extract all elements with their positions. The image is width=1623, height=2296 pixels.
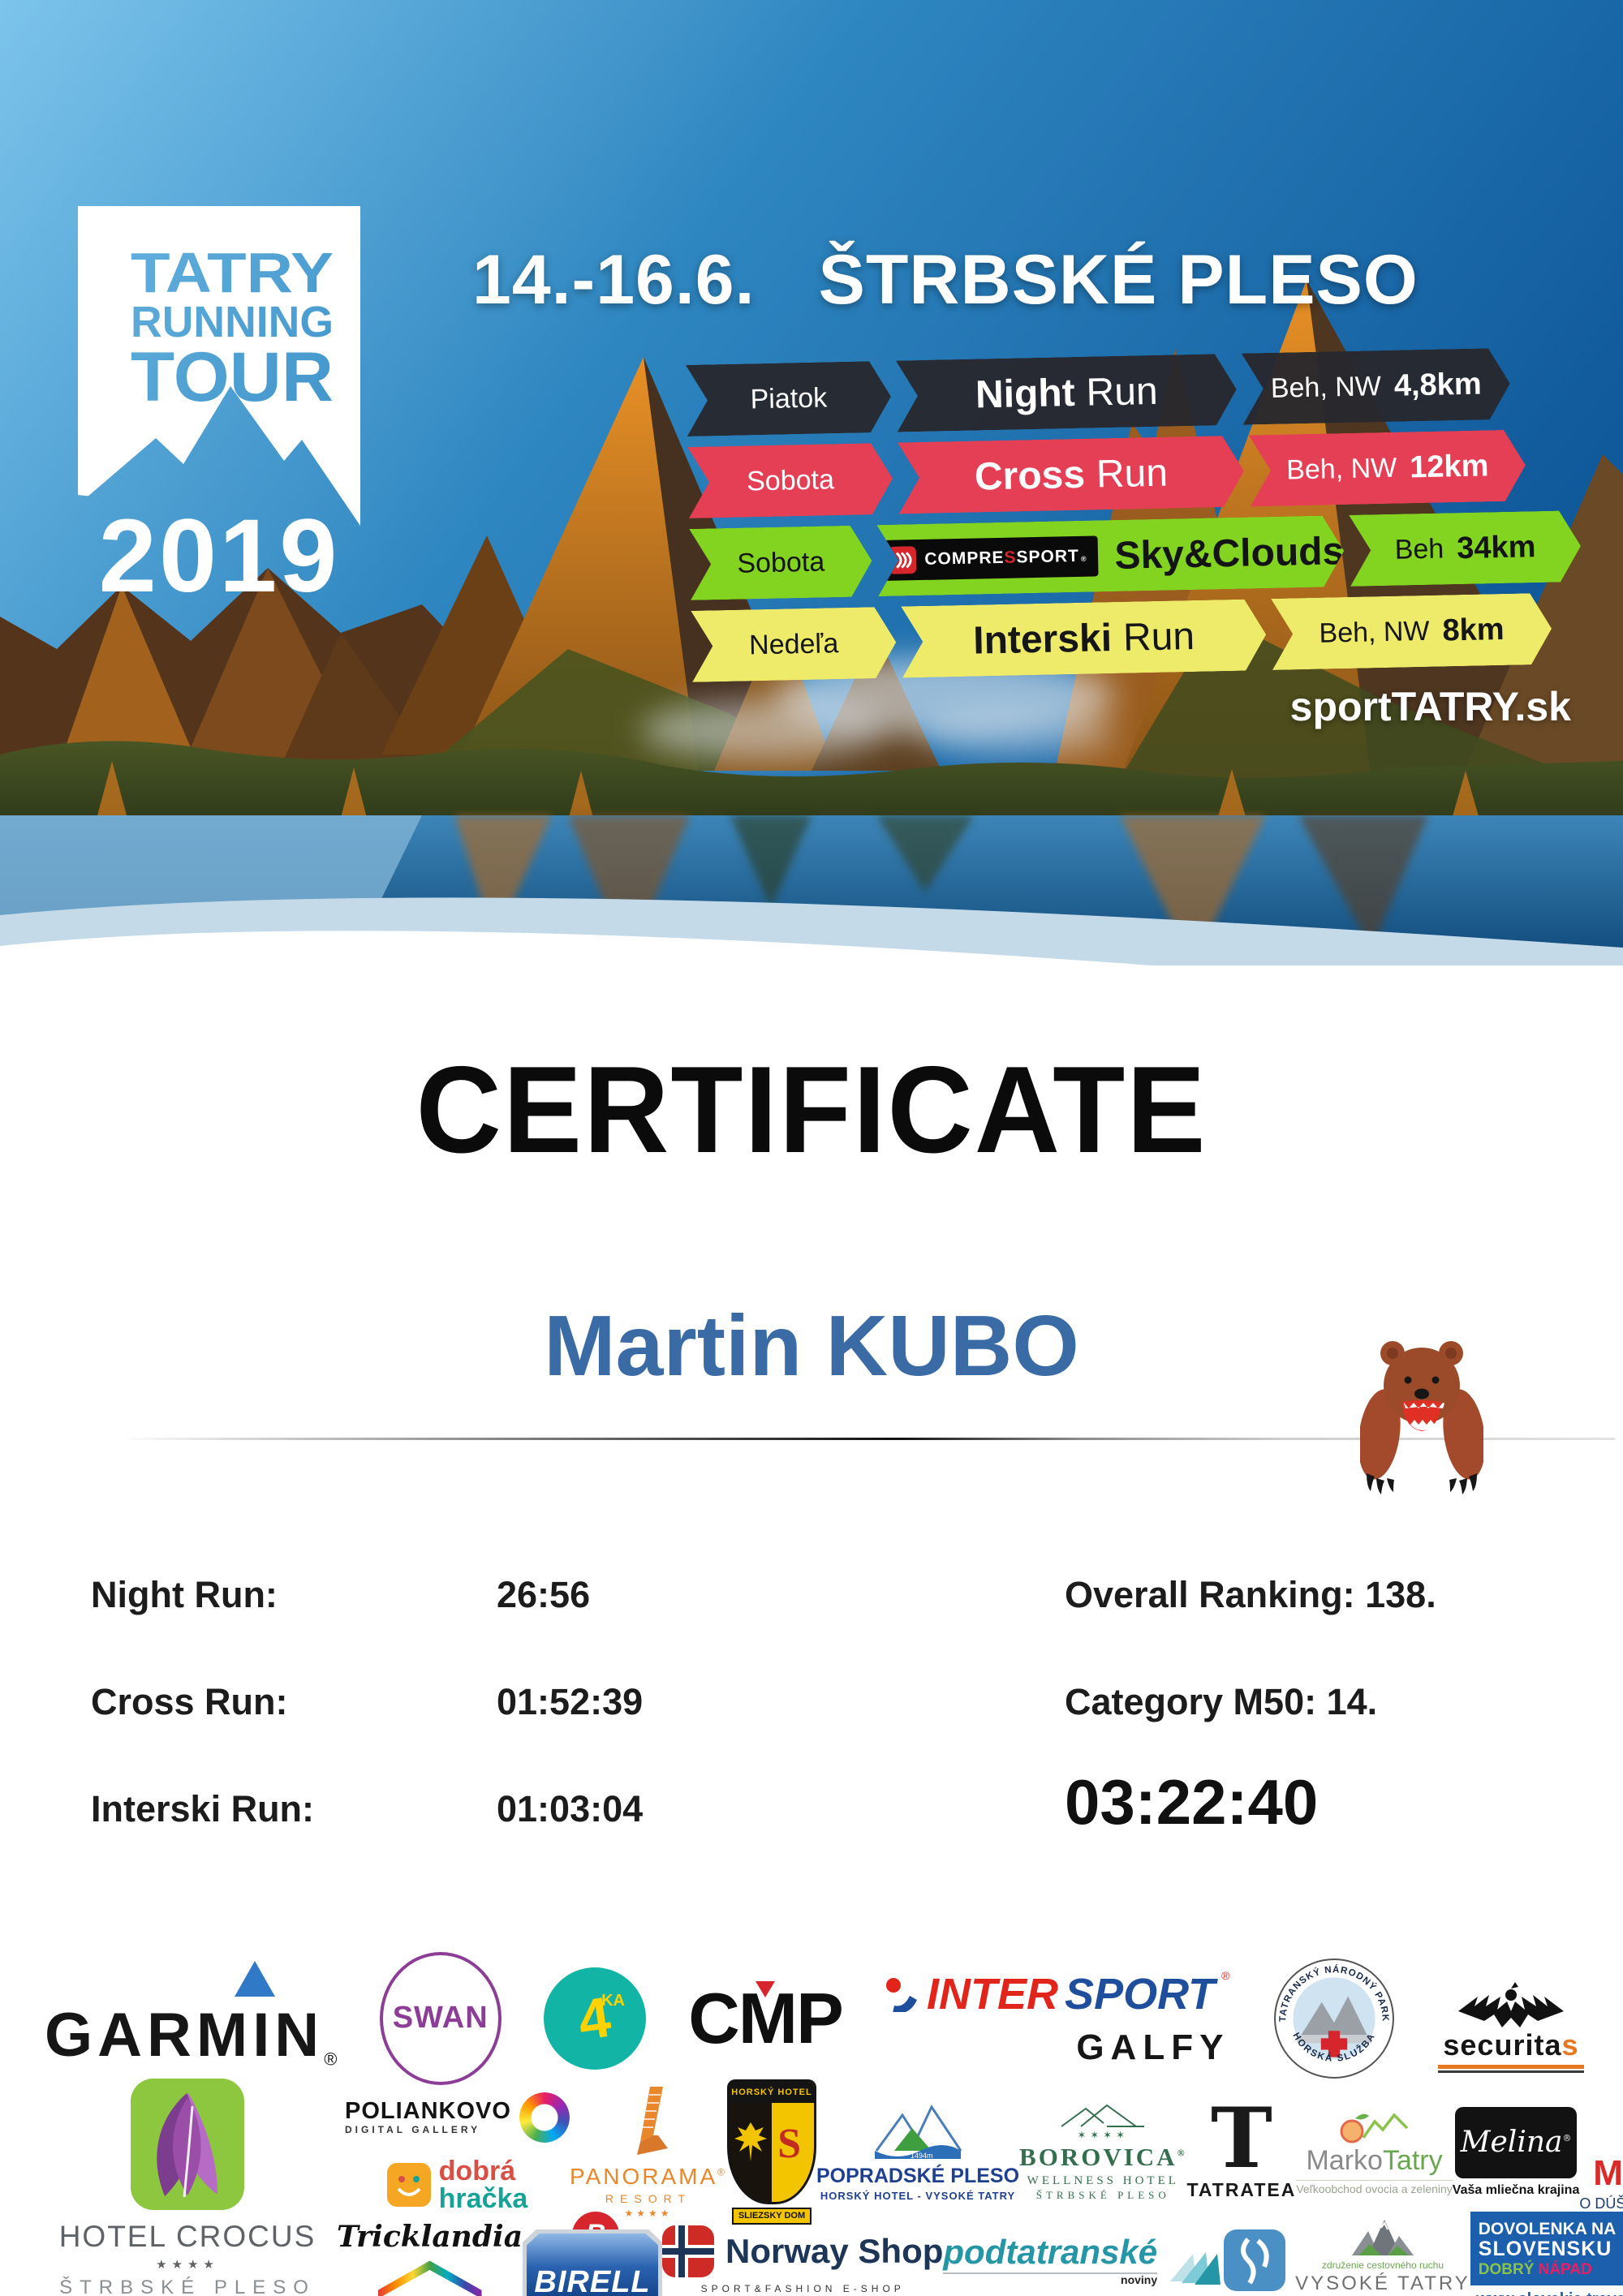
sponsor-row-2: POLIANKOVO DIGITAL GALLERY dobrá hračka: [345, 2077, 1623, 2227]
podtatranske-pages-icon: [1170, 2252, 1221, 2285]
result-label: Interski Run:: [91, 1788, 315, 1829]
sponsor-birell: B BIRELL: [523, 2208, 663, 2296]
sponsor-row-3: Tricklandia B BIRELL Norway Shop SPORT&F…: [337, 2208, 1623, 2296]
race-day: Sobota: [687, 443, 893, 518]
sponsor-tricklandia: Tricklandia: [337, 2221, 523, 2296]
result-value: 01:52:39: [497, 1681, 644, 1722]
tatry-running-tour-logo: [75, 204, 364, 529]
borovica-mountain-sketch-icon: [1061, 2105, 1145, 2128]
sponsor-slovakia-travel: DOVOLENKA NA SLOVENSKU DOBRÝ NÁPAD www.s…: [1470, 2211, 1623, 2296]
poliankovo-spiral-icon: [519, 2092, 570, 2143]
sponsor-sliezsky-dom: HORSKÝ HOTEL S SLIEZSKY DOM: [726, 2079, 816, 2225]
result-label: Night Run:: [91, 1574, 278, 1615]
popradske-mountains-icon: 1494m: [875, 2104, 962, 2160]
runner-name: Martin KUBO: [544, 1298, 1079, 1394]
intersport-icon: [886, 1978, 918, 2012]
event-website: sportTATRY.sk: [1289, 684, 1571, 729]
race-name: COMPRE S SPORT ® Sky&Clouds: [876, 515, 1345, 596]
sponsor-marko-tatry: Marko Tatry Veľkoobchod ovocia a zeleniny: [1296, 2109, 1453, 2196]
cmp-red-accent: [756, 1980, 775, 1997]
event-year: 2019: [98, 498, 340, 614]
race-day: Piatok: [686, 361, 892, 436]
sponsor-swan: SWAN: [379, 1952, 502, 2085]
compressport-logo: COMPRE S SPORT ®: [877, 535, 1099, 581]
event-location: ŠTRBSKÉ PLESO: [818, 241, 1419, 319]
sliezsky-dom-crest: HORSKÝ HOTEL S: [726, 2079, 816, 2205]
melina-black-box: Melina®: [1455, 2106, 1578, 2178]
sponsor-podtatranske-noviny: podtatranské noviny: [943, 2233, 1224, 2287]
race-detail: Beh, NW 4,8km: [1242, 348, 1511, 425]
race-day: Sobota: [689, 525, 872, 600]
sponsor-cmp: CMP: [688, 1977, 844, 2058]
slovakia-travel-blue-box: DOVOLENKA NA SLOVENSKU DOBRÝ NÁPAD: [1470, 2211, 1623, 2286]
divider-line: [120, 1438, 1615, 1440]
header-photo: TATRY RUNNING TOUR: [0, 0, 1623, 965]
sponsor-tatratea: T TATRATEA: [1186, 2089, 1297, 2201]
garmin-triangle-icon: [235, 1961, 276, 1997]
race-banners: Piatok Night Run Beh, NW 4,8km Sobota Cr…: [686, 346, 1583, 693]
category-ranking: Category M50: 14.: [1065, 1681, 1378, 1722]
sponsor-panorama-resort: PANORAMA® RESORT ★★★★: [570, 2085, 727, 2218]
sponsor-poliankovo-dobra-hracka: POLIANKOVO DIGITAL GALLERY dobrá hračka: [345, 2092, 570, 2212]
banner-interski-run: Nedeľa Interski Run Beh, NW 8km: [691, 593, 1552, 682]
result-value: 01:03:04: [497, 1788, 644, 1829]
race-name: Night Run: [896, 354, 1238, 432]
securitas-eagle-icon: [1457, 1982, 1564, 2028]
sponsor-tanap-badge: TATRANSKÝ NÁRODNÝ PARK HORSKÁ SLUŽBA: [1273, 1958, 1394, 2079]
sponsor-miticka: Mitická O DÚŠOK LEPŠÍ DEŇ: [1579, 2152, 1623, 2212]
sponsor-hotel-crocus: HOTEL CROCUS ★★★★ ŠTRBSKÉ PLESO: [47, 2079, 328, 2296]
crocus-flower-icon: [131, 2079, 244, 2210]
race-day: Nedeľa: [691, 607, 897, 682]
sponsor-galfy: GALFY: [1076, 2027, 1230, 2067]
sponsor-melina: Melina® Vaša mliečna krajina: [1453, 2106, 1579, 2198]
dobra-hracka-face-icon: [386, 2162, 431, 2207]
sponsor-behsk: [1224, 2229, 1295, 2291]
sponsor-popradske-pleso: 1494m POPRADSKÉ PLESO HORSKÝ HOTEL - VYS…: [816, 2102, 1019, 2203]
race-detail: Beh, NW 8km: [1271, 593, 1552, 670]
sponsor-norway-shop: Norway Shop SPORT&FASHION E-SHOP: [662, 2225, 943, 2294]
securitas-dark-bar: [1437, 2070, 1584, 2073]
securitas-orange-bar: [1437, 2064, 1584, 2069]
total-time: 03:22:40: [1065, 1766, 1319, 1838]
popradske-elevation: 1494m: [911, 2152, 933, 2160]
certificate-title: CERTIFICATE: [415, 1041, 1208, 1179]
tatratea-bottle-icon: T: [1210, 2089, 1272, 2187]
event-heading: 14.-16.6. ŠTRBSKÉ PLESO: [472, 240, 1419, 320]
panorama-tower-icon: [636, 2087, 668, 2156]
sponsor-dobra-hracka: dobrá hračka: [386, 2157, 527, 2212]
tricklandia-rainbow-ribbon-icon: [377, 2260, 482, 2296]
vysoke-tatry-mountains-icon: [1351, 2219, 1414, 2255]
banner-sky-and-clouds: Sobota COMPRE S SPORT ® Sky&Clouds: [689, 510, 1582, 600]
norway-flag-icon: [662, 2225, 715, 2277]
race-detail: Beh 34km: [1349, 510, 1582, 587]
crest-eagle-icon: [734, 2122, 767, 2162]
overall-ranking: Overall Ranking: 138.: [1065, 1574, 1436, 1615]
sponsor-4ka: 4 KA: [543, 1967, 646, 2070]
sponsor-vysoke-tatry-zdruzenie: združenie cestovného ruchu VYSOKÉ TATRY …: [1295, 2212, 1470, 2296]
behsk-runner-icon: [1224, 2229, 1286, 2291]
bear-icon: [1360, 1341, 1483, 1494]
result-label: Cross Run:: [91, 1681, 288, 1722]
sponsor-intersport-galfy: INTER SPORT ® GALFY: [885, 1969, 1229, 2068]
sponsor-securitas: securitas: [1437, 1964, 1584, 2073]
banner-cross-run: Sobota Cross Run Beh, NW 12km: [687, 429, 1526, 518]
sponsor-garmin: GARMIN®: [45, 1961, 337, 2070]
result-value: 26:56: [497, 1574, 591, 1615]
event-date: 14.-16.6.: [472, 241, 756, 319]
race-name: Interski Run: [901, 599, 1267, 677]
race-detail: Beh, NW 12km: [1249, 429, 1526, 506]
race-name: Cross Run: [898, 436, 1245, 514]
sponsor-borovica: ✶✶✶✶ BOROVICA® WELLNESS HOTEL ŠTRBSKÉ PL…: [1019, 2102, 1186, 2201]
compressport-icon: [889, 546, 917, 574]
sponsor-row-1: GARMIN® SWAN 4 KA CMP INTER SPORT ® GALFY: [45, 1946, 1584, 2092]
marko-peach-mountain-icon: [1340, 2112, 1408, 2143]
